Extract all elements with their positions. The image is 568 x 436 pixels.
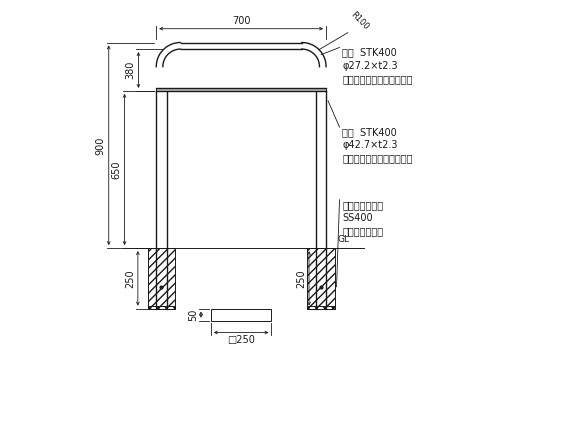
Text: 50: 50	[188, 308, 198, 321]
Bar	[148, 306, 175, 309]
Bar	[307, 306, 335, 309]
Bar	[148, 248, 175, 309]
Text: 250: 250	[125, 269, 135, 288]
Text: 900: 900	[96, 136, 106, 154]
Text: 700: 700	[232, 16, 250, 26]
Text: □250: □250	[227, 335, 255, 345]
Text: 650: 650	[111, 160, 122, 179]
Text: アンカーボルト
SS400
ユニクロメッキ: アンカーボルト SS400 ユニクロメッキ	[343, 200, 383, 236]
Text: 支柱  STK400
φ42.7×t2.3
溶融亜鲛メッキ後焼付塗装: 支柱 STK400 φ42.7×t2.3 溶融亜鲛メッキ後焼付塗装	[343, 127, 413, 164]
Bar	[211, 309, 272, 320]
Text: R100: R100	[349, 10, 370, 32]
Text: 横桁  STK400
φ27.2×t2.3
溶融亜鲛メッキ後焼付塗装: 横桁 STK400 φ27.2×t2.3 溶融亜鲛メッキ後焼付塗装	[343, 48, 413, 84]
Text: GL: GL	[337, 235, 349, 244]
Text: 250: 250	[296, 269, 306, 288]
Text: 380: 380	[126, 61, 135, 79]
Bar	[156, 89, 326, 91]
Bar	[307, 248, 335, 309]
